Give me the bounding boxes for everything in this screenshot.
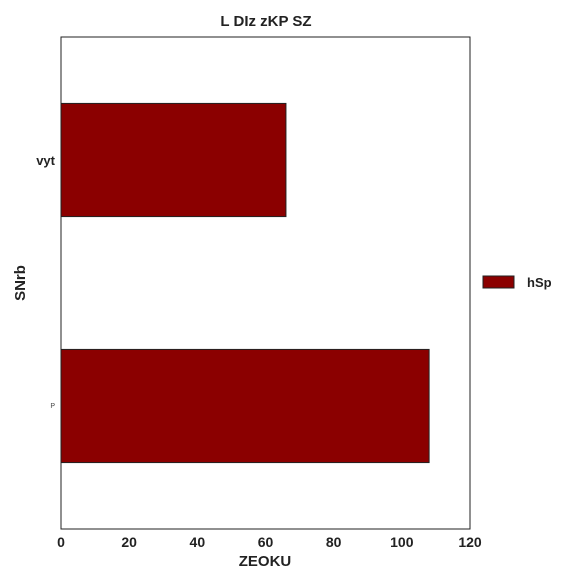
x-tick-label: 120 xyxy=(458,534,482,550)
x-tick-label: 80 xyxy=(326,534,342,550)
y-axis-ticks: vyt P xyxy=(36,153,55,410)
legend-swatch xyxy=(482,275,515,289)
x-tick-label: 20 xyxy=(121,534,137,550)
bars-layer xyxy=(60,102,430,464)
x-tick-label: 40 xyxy=(190,534,206,550)
x-axis-ticks: 0 20 40 60 80 100 120 xyxy=(57,534,482,550)
x-axis-label: ZEOKU xyxy=(239,553,292,570)
legend: hSp xyxy=(482,275,552,290)
y-axis-label: SNrb xyxy=(12,265,29,301)
bar-vyt xyxy=(60,102,287,218)
bar-P xyxy=(60,348,430,464)
x-tick-label: 60 xyxy=(258,534,274,550)
x-tick-label: 0 xyxy=(57,534,65,550)
x-tick-label: 100 xyxy=(390,534,414,550)
y-tick-label: P xyxy=(50,403,55,410)
chart-title: L DIz zKP SZ xyxy=(220,13,311,30)
legend-label: hSp xyxy=(527,275,552,290)
y-tick-label: vyt xyxy=(36,153,55,168)
